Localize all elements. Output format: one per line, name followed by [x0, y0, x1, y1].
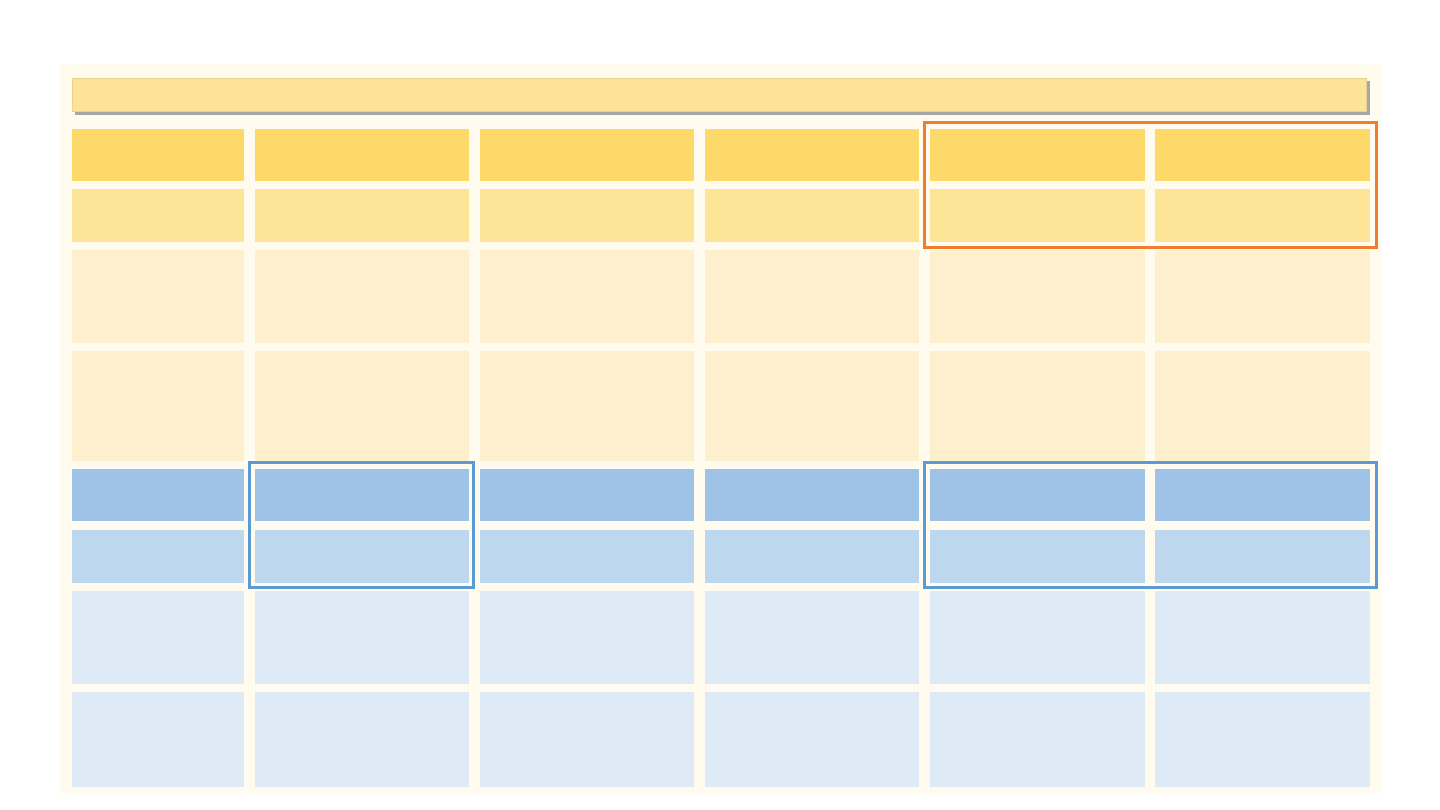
table-cell	[480, 189, 694, 242]
table-cell	[1155, 469, 1370, 521]
table-cell	[705, 591, 919, 684]
table-cell	[1155, 530, 1370, 583]
table-cell	[705, 189, 919, 242]
table-cell	[705, 469, 919, 521]
table-cell	[255, 189, 469, 242]
table-cell	[72, 469, 244, 521]
table-cell	[255, 591, 469, 684]
table-cell	[705, 129, 919, 181]
table-cell	[1155, 189, 1370, 242]
table-cell	[705, 250, 919, 343]
table-cell	[255, 129, 469, 181]
table-cell	[72, 530, 244, 583]
table-cell	[1155, 129, 1370, 181]
table-cell	[705, 351, 919, 461]
table-cell	[930, 692, 1145, 787]
table-cell	[930, 591, 1145, 684]
title-bar	[72, 78, 1367, 112]
table-cell	[255, 530, 469, 583]
table-cell	[930, 250, 1145, 343]
table-cell	[705, 530, 919, 583]
table-cell	[930, 469, 1145, 521]
table-cell	[72, 692, 244, 787]
table-cell	[480, 469, 694, 521]
table-cell	[255, 250, 469, 343]
table-cell	[480, 591, 694, 684]
table-cell	[1155, 591, 1370, 684]
table-cell	[705, 692, 919, 787]
table-cell	[930, 351, 1145, 461]
table-cell	[1155, 351, 1370, 461]
table-cell	[72, 351, 244, 461]
highlight-frame	[923, 461, 1378, 589]
table-cell	[255, 692, 469, 787]
highlight-frame	[923, 121, 1378, 249]
table-cell	[930, 189, 1145, 242]
table-cell	[1155, 692, 1370, 787]
table-cell	[480, 530, 694, 583]
table-cell	[72, 591, 244, 684]
table-cell	[255, 469, 469, 521]
table-cell	[72, 250, 244, 343]
table-cell	[480, 692, 694, 787]
table-cell	[72, 129, 244, 181]
table-cell	[480, 351, 694, 461]
table-cell	[480, 129, 694, 181]
table-cell	[930, 129, 1145, 181]
table-cell	[255, 351, 469, 461]
table-cell	[480, 250, 694, 343]
highlight-frame	[248, 461, 475, 589]
table-cell	[72, 189, 244, 242]
table-cell	[1155, 250, 1370, 343]
table-cell	[930, 530, 1145, 583]
